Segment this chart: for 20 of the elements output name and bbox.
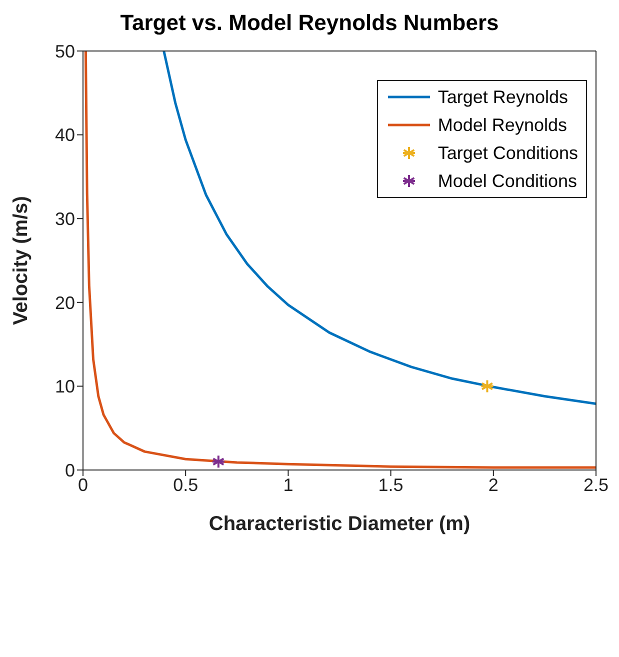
x-tick-label: 1	[283, 474, 294, 495]
x-tick-label: 2	[488, 474, 498, 495]
legend-label: Model Conditions	[438, 170, 577, 193]
x-tick-label: 0	[78, 474, 88, 495]
y-tick-label: 10	[54, 376, 75, 397]
line-series	[162, 51, 596, 406]
x-axis-title: Characteristic Diameter (m)	[208, 513, 470, 535]
y-tick-label: 30	[54, 208, 75, 229]
y-tick-label: 20	[54, 292, 75, 313]
y-tick-label: 40	[54, 125, 75, 146]
chart-title: Target vs. Model Reynolds Numbers	[119, 9, 500, 37]
legend-label: Target Conditions	[438, 142, 578, 165]
y-tick-label: 50	[54, 41, 75, 62]
legend-label: Model Reynolds	[438, 114, 567, 137]
legend-label: Target Reynolds	[438, 86, 568, 109]
y-tick-label: 0	[64, 460, 75, 480]
x-tick-label: 2.5	[583, 474, 609, 495]
x-tick-label: 1.5	[378, 474, 404, 495]
y-axis-title: Velocity (m/s)	[10, 196, 32, 325]
x-tick-label: 0.5	[173, 474, 198, 495]
